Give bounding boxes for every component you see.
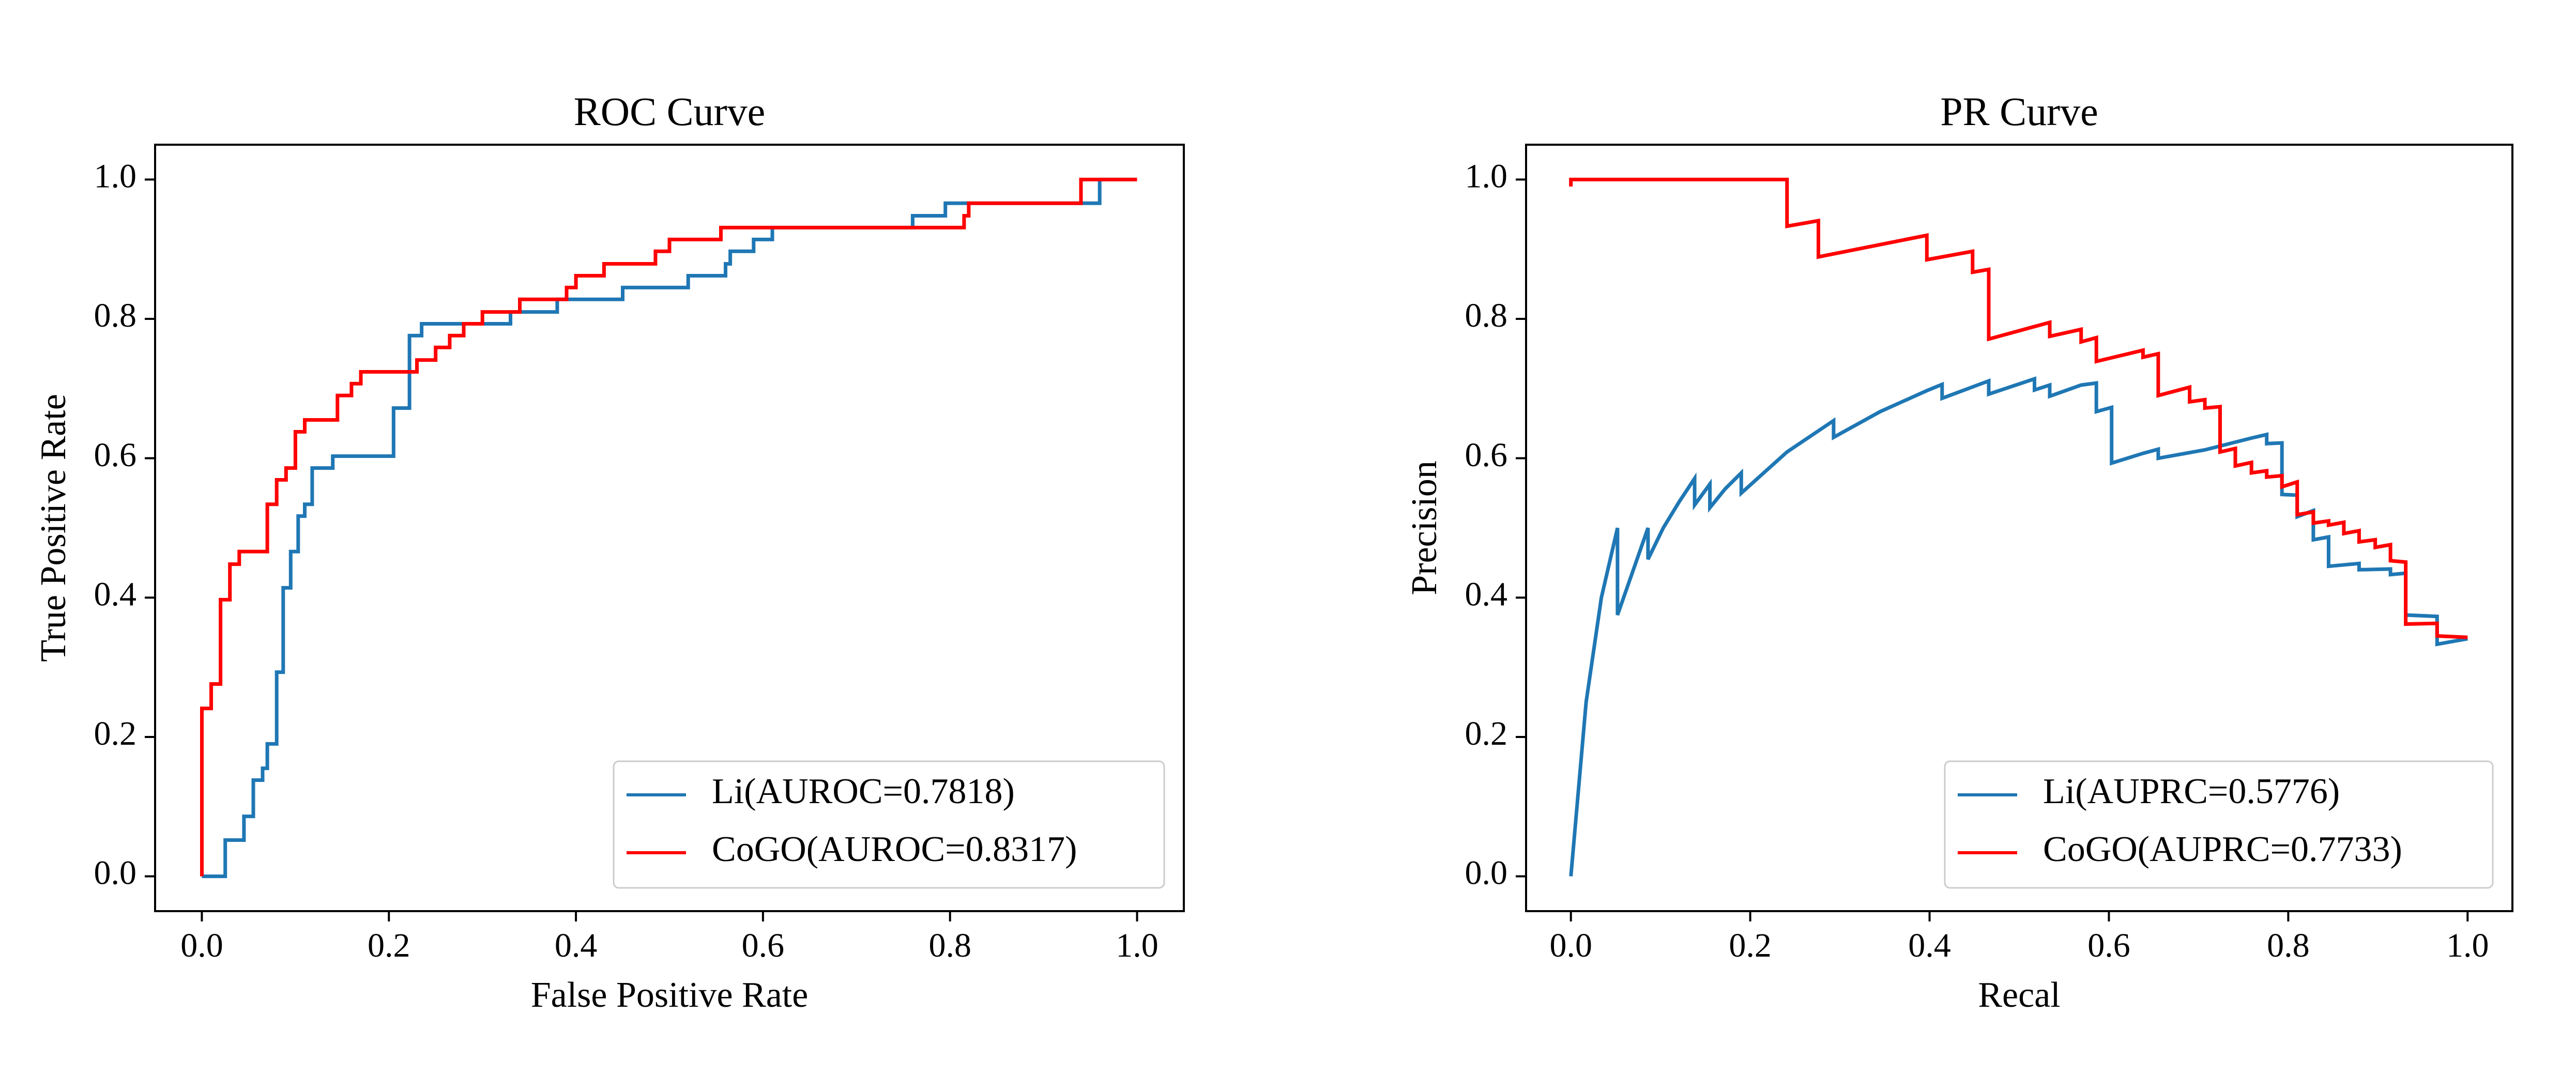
roc-x-tick-label: 0.0 bbox=[180, 927, 223, 964]
roc-plot-frame bbox=[154, 144, 1185, 912]
pr-series bbox=[1569, 177, 2468, 877]
roc-y-tick-label: 0.0 bbox=[94, 854, 137, 892]
pr-series-line-li bbox=[1569, 376, 2468, 877]
pr-legend-box bbox=[1944, 760, 2494, 889]
pr-x-tick-label: 1.0 bbox=[2446, 927, 2489, 964]
roc-x-ticks: 0.0 0.2 0.4 0.6 0.8 1.0 bbox=[180, 911, 1159, 964]
roc-x-axis-label: False Positive Rate bbox=[531, 975, 809, 1015]
roc-y-tick-label: 0.8 bbox=[94, 297, 137, 334]
pr-plot-frame bbox=[1525, 144, 2513, 912]
pr-x-ticks: 0.0 0.2 0.4 0.6 0.8 1.0 bbox=[1549, 911, 2489, 964]
roc-y-axis-label: True Positive Rate bbox=[34, 394, 73, 662]
pr-y-tick-label: 0.0 bbox=[1465, 854, 1508, 892]
roc-y-tick-label: 0.6 bbox=[94, 436, 137, 474]
pr-y-tick-label: 1.0 bbox=[1465, 158, 1508, 195]
pr-legend-label-li: Li(AUPRC=0.5776) bbox=[2043, 772, 2340, 811]
roc-x-tick-label: 0.4 bbox=[555, 927, 598, 964]
roc-series-line-li bbox=[202, 177, 1137, 879]
pr-chart-title: PR Curve bbox=[1940, 89, 2098, 134]
roc-chart: ROC Curve False Positive Rate True Posit… bbox=[34, 89, 1185, 1015]
pr-legend-label-cogo: CoGO(AUPRC=0.7733) bbox=[2043, 829, 2402, 869]
roc-y-tick-label: 0.4 bbox=[94, 575, 137, 613]
roc-series bbox=[200, 177, 1137, 879]
pr-x-tick-label: 0.6 bbox=[2087, 927, 2130, 964]
roc-legend-label-cogo: CoGO(AUROC=0.8317) bbox=[712, 829, 1077, 869]
roc-legend-label-li: Li(AUROC=0.7818) bbox=[712, 772, 1015, 811]
roc-x-tick-label: 0.2 bbox=[368, 927, 410, 964]
roc-x-tick-label: 0.8 bbox=[928, 927, 971, 964]
pr-x-tick-label: 0.0 bbox=[1549, 927, 1592, 964]
roc-chart-title: ROC Curve bbox=[574, 89, 766, 134]
pr-y-axis-label: Precision bbox=[1405, 460, 1444, 595]
roc-x-tick-label: 1.0 bbox=[1116, 927, 1159, 964]
pr-y-tick-label: 0.6 bbox=[1465, 436, 1508, 474]
pr-y-tick-label: 0.8 bbox=[1465, 297, 1508, 334]
roc-x-tick-label: 0.6 bbox=[742, 927, 785, 964]
roc-series-line-cogo bbox=[200, 177, 1137, 877]
roc-legend: Li(AUROC=0.7818) CoGO(AUROC=0.8317) bbox=[613, 760, 1165, 889]
pr-chart: PR Curve Recal Precision 0.0 0.2 0.4 0.6 0.8… bbox=[1405, 89, 2513, 1015]
roc-legend-box bbox=[613, 760, 1165, 889]
roc-y-tick-label: 0.2 bbox=[94, 715, 137, 752]
pr-x-tick-label: 0.8 bbox=[2267, 927, 2310, 964]
pr-y-tick-label: 0.4 bbox=[1465, 575, 1508, 613]
pr-x-tick-label: 0.4 bbox=[1908, 927, 1951, 964]
roc-y-tick-label: 1.0 bbox=[94, 158, 137, 195]
pr-y-tick-label: 0.2 bbox=[1465, 715, 1508, 752]
pr-series-line-cogo bbox=[1569, 177, 2468, 639]
pr-legend: Li(AUPRC=0.5776) CoGO(AUPRC=0.7733) bbox=[1944, 760, 2494, 889]
pr-x-tick-label: 0.2 bbox=[1729, 927, 1772, 964]
roc-y-ticks: 0.0 0.2 0.4 0.6 0.8 1.0 bbox=[94, 158, 155, 892]
pr-x-axis-label: Recal bbox=[1978, 975, 2060, 1015]
pr-y-ticks: 0.0 0.2 0.4 0.6 0.8 1.0 bbox=[1465, 158, 1526, 892]
